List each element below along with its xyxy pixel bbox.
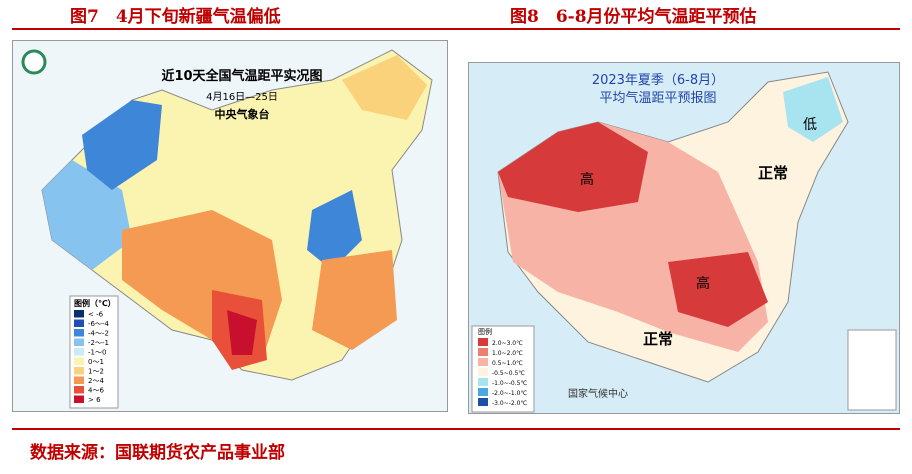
- region-label: 正常: [758, 164, 788, 182]
- right-caption: 图8 6-8月份平均气温距平预估: [510, 7, 757, 27]
- region-label: 低: [803, 117, 817, 133]
- map-agency: 中央气象台: [215, 107, 270, 121]
- legend-swatch: [478, 398, 488, 406]
- legend-label: -1～0: [88, 349, 106, 357]
- legend-label: < -6: [88, 311, 104, 319]
- region-label: 高: [696, 275, 710, 292]
- legend-label: 2.0~3.0℃: [492, 340, 523, 347]
- legend-label: 0～1: [88, 358, 104, 366]
- legend-label: 4～6: [88, 387, 104, 395]
- legend-label: -6～-4: [88, 320, 110, 328]
- legend-label: 1～2: [88, 368, 104, 376]
- legend-label: 1.0~2.0℃: [492, 350, 523, 357]
- legend-label: > 6: [88, 396, 101, 404]
- legend-swatch: [74, 319, 84, 327]
- legend-swatch: [74, 338, 84, 346]
- legend-swatch: [74, 367, 84, 375]
- legend-swatch: [74, 386, 84, 394]
- legend-swatch: [74, 348, 84, 356]
- legend-swatch: [74, 357, 84, 365]
- top-rule: [12, 28, 900, 30]
- legend-title: 图例（℃）: [74, 298, 116, 308]
- source-note: 数据来源：国联期货农产品事业部: [30, 443, 285, 463]
- legend-swatch: [74, 395, 84, 403]
- region-label: 高: [580, 171, 594, 188]
- legend-title: 图例: [478, 327, 492, 336]
- legend-swatch: [478, 378, 488, 386]
- legend-label: 2～4: [88, 377, 104, 385]
- region-label: 正常: [643, 330, 673, 348]
- legend-label: 0.5~1.0℃: [492, 360, 523, 367]
- legend-swatch: [478, 388, 488, 396]
- legend-swatch: [478, 358, 488, 366]
- bottom-rule: [12, 428, 900, 430]
- legend-swatch: [74, 329, 84, 337]
- legend-swatch: [478, 348, 488, 356]
- legend-swatch: [74, 376, 84, 384]
- legend-label: -3.0~-2.0℃: [492, 400, 527, 407]
- legend-label: -1.0~-0.5℃: [492, 380, 527, 387]
- legend-label: -4～-2: [88, 330, 109, 338]
- legend-swatch: [478, 338, 488, 346]
- map-title-1: 2023年夏季（6-8月）: [592, 73, 724, 88]
- legend-swatch: [74, 310, 84, 318]
- left-map: 近10天全国气温距平实况图 4月16日—25日 中央气象台 图例（℃） < -6…: [12, 40, 448, 412]
- map-title-2: 平均气温距平预报图: [599, 90, 716, 106]
- legend-label: -0.5~0.5℃: [492, 370, 525, 377]
- legend-swatch: [478, 368, 488, 376]
- legend-label: -2～-1: [88, 339, 109, 347]
- map-agency: 国家气候中心: [568, 387, 628, 400]
- legend-label: -2.0~-1.0℃: [492, 390, 527, 397]
- map-title: 近10天全国气温距平实况图: [161, 68, 322, 84]
- left-caption: 图7 4月下旬新疆气温偏低: [70, 7, 281, 27]
- right-map: 2023年夏季（6-8月） 平均气温距平预报图 高 高 低 正常 正常 图例 国…: [468, 62, 900, 414]
- map-subtitle: 4月16日—25日: [206, 91, 278, 103]
